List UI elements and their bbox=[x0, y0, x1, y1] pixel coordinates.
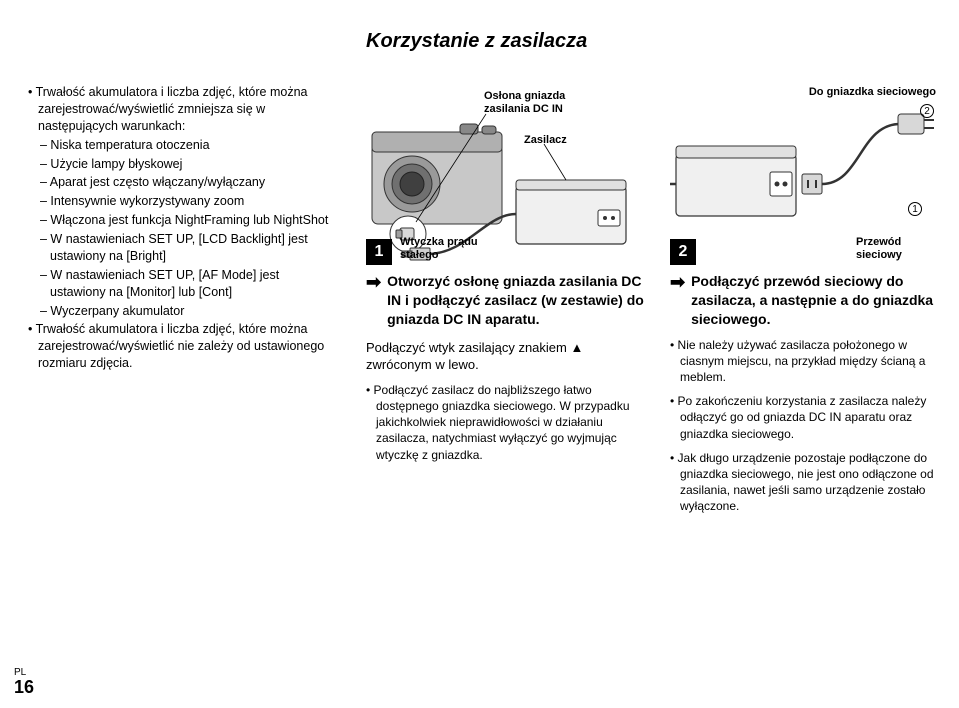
page-number: PL 16 bbox=[14, 667, 34, 696]
page-num: 16 bbox=[14, 678, 34, 696]
column-left: • Trwałość akumulatora i liczba zdjęć, k… bbox=[28, 84, 338, 374]
sub-bullet-item: – Włączona jest funkcja NightFraming lub… bbox=[28, 212, 338, 229]
note-bullet: • Jak długo urządzenie pozostaje podłącz… bbox=[670, 450, 942, 515]
step-badge-1: 1 bbox=[366, 239, 392, 265]
sub-bullet-item: – Niska temperatura otoczenia bbox=[28, 137, 338, 154]
note-bullet: • Nie należy używać zasilacza położonego… bbox=[670, 337, 942, 386]
sub-bullet-item: – Użycie lampy błyskowej bbox=[28, 156, 338, 173]
label-gniazdko: Do gniazdka sieciowego bbox=[796, 86, 936, 99]
arrow-icon: ➡ bbox=[366, 273, 381, 291]
circled-1: 1 bbox=[908, 202, 922, 216]
label-wtyczka: Wtyczka prądu stałego bbox=[400, 236, 480, 262]
circled-2: 2 bbox=[920, 104, 934, 118]
note-bullet: • Podłączyć zasilacz do najbliższego łat… bbox=[366, 382, 646, 463]
step-2-heading-text: Podłączyć przewód sieciowy do zasilacza,… bbox=[691, 272, 942, 329]
step-1-body: Podłączyć wtyk zasilający znakiem ▲ zwró… bbox=[366, 339, 646, 374]
bullet-item: • Trwałość akumulatora i liczba zdjęć, k… bbox=[28, 84, 338, 135]
page-title: Korzystanie z zasilacza bbox=[366, 30, 587, 53]
sub-bullet-item: – Wyczerpany akumulator bbox=[28, 303, 338, 320]
adapter-diagram: Do gniazdka sieciowego 2 1 2 Przewód sie… bbox=[670, 84, 942, 264]
camera-diagram: Osłona gniazda zasilania DC IN Zasilacz … bbox=[366, 84, 646, 264]
column-right: Do gniazdka sieciowego 2 1 2 Przewód sie… bbox=[670, 84, 942, 515]
arrow-icon: ➡ bbox=[670, 273, 685, 291]
bullet-item: • Trwałość akumulatora i liczba zdjęć, k… bbox=[28, 321, 338, 372]
sub-bullet-item: – W nastawieniach SET UP, [AF Mode] jest… bbox=[28, 267, 338, 301]
step-1-heading-text: Otworzyć osłonę gniazda zasilania DC IN … bbox=[387, 272, 646, 329]
sub-bullet-item: – W nastawieniach SET UP, [LCD Backlight… bbox=[28, 231, 338, 265]
note-bullet: • Po zakończeniu korzystania z zasilacza… bbox=[670, 393, 942, 442]
label-przewod: Przewód sieciowy bbox=[856, 236, 936, 262]
step-1-heading: ➡ Otworzyć osłonę gniazda zasilania DC I… bbox=[366, 272, 646, 329]
label-oslona: Osłona gniazda zasilania DC IN bbox=[484, 90, 604, 116]
step-2-heading: ➡ Podłączyć przewód sieciowy do zasilacz… bbox=[670, 272, 942, 329]
label-zasilacz: Zasilacz bbox=[524, 134, 567, 147]
column-middle: Osłona gniazda zasilania DC IN Zasilacz … bbox=[366, 84, 646, 463]
sub-bullet-item: – Aparat jest często włączany/wyłączany bbox=[28, 174, 338, 191]
sub-bullet-item: – Intensywnie wykorzystywany zoom bbox=[28, 193, 338, 210]
step-badge-2: 2 bbox=[670, 239, 696, 265]
